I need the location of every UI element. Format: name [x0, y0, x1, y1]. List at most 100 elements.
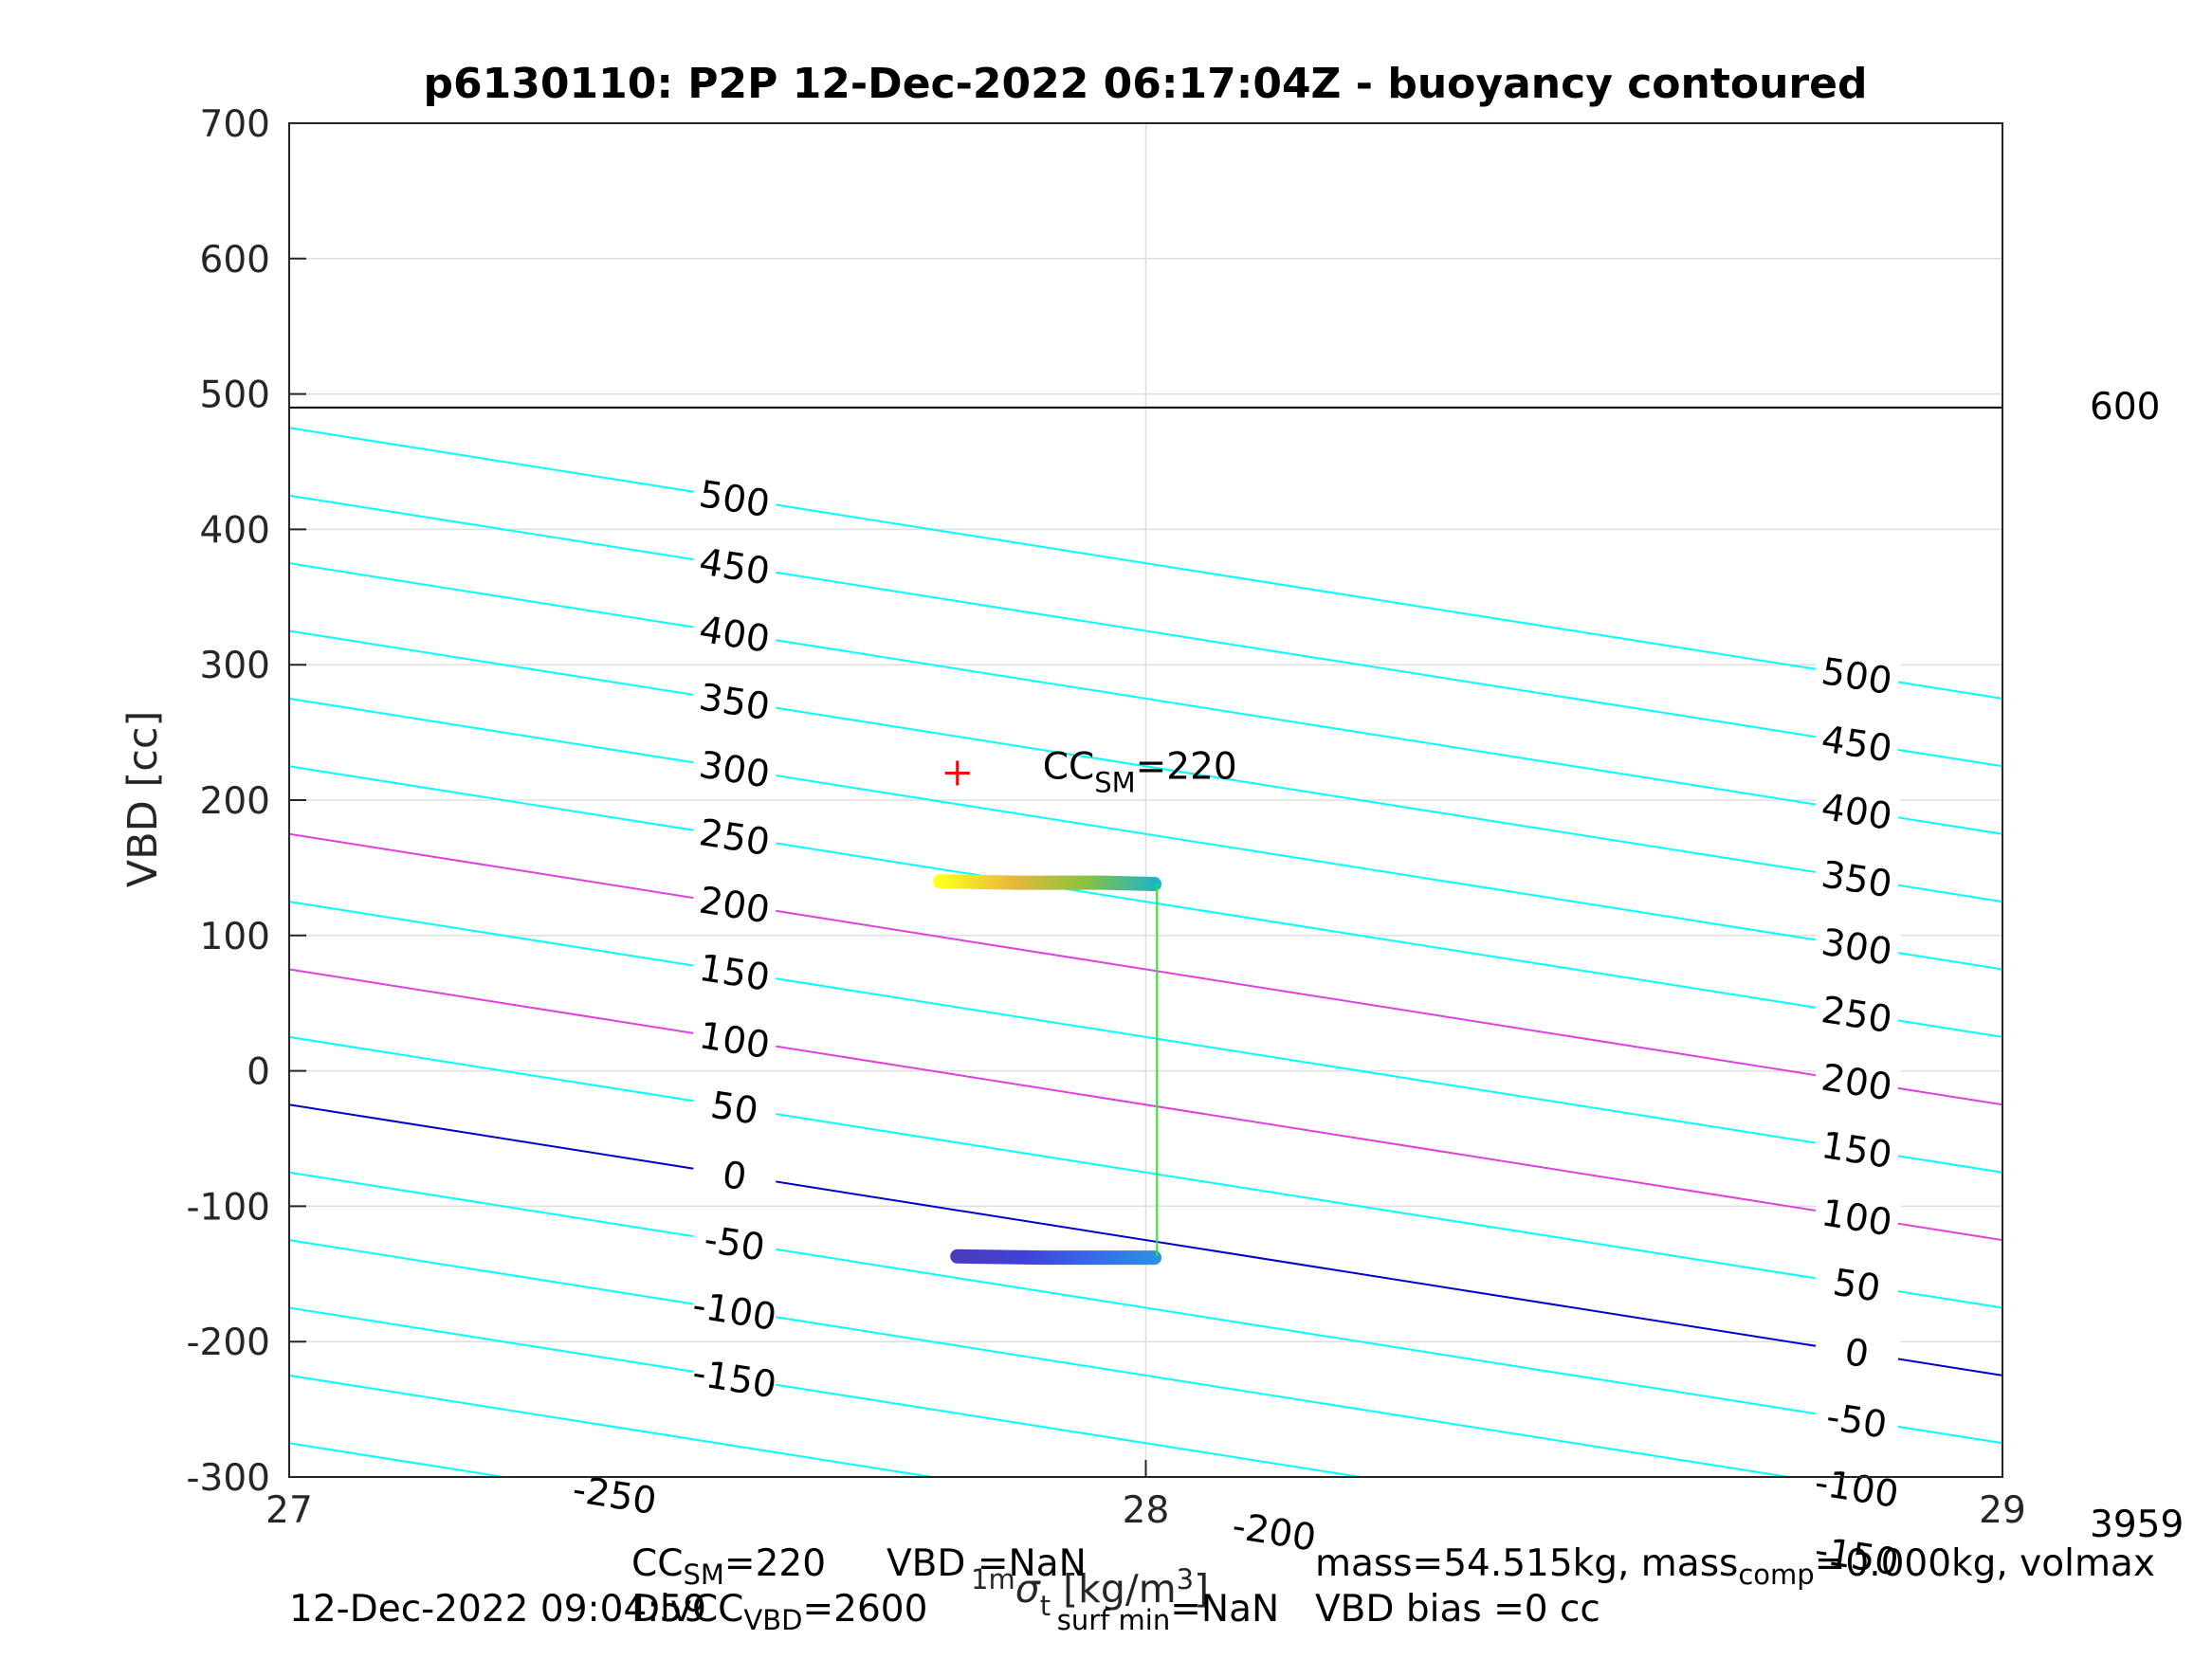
- footer-cc-sm-sub: SM: [683, 1558, 724, 1591]
- y-tick-label: -300: [186, 1457, 270, 1500]
- y-tick-label: -100: [186, 1186, 270, 1229]
- contour-line: [288, 629, 2003, 903]
- contour-line: [288, 1374, 932, 1478]
- contour-label-right: 450: [1812, 714, 1902, 773]
- contour-line: [288, 1035, 2003, 1309]
- contour-label-bg: [570, 1465, 660, 1524]
- contour-line: [288, 697, 2003, 971]
- contour-label-bg: [1812, 985, 1902, 1044]
- contour-label-bg: [1812, 917, 1902, 975]
- contour-label-bg: [689, 468, 780, 528]
- contour-label-bg: [1812, 1255, 1902, 1314]
- cc-sm-label-sub: SM: [1094, 766, 1135, 798]
- footer-cc-sm-main: CC: [631, 1542, 684, 1585]
- contour-line: [288, 765, 2003, 1038]
- contour-label-right: 500: [1812, 647, 1902, 705]
- y-tick-label: 500: [200, 374, 270, 417]
- contour-label-bg: [1812, 714, 1902, 773]
- contour-label-bg: [1812, 781, 1902, 840]
- contour-line: [288, 562, 2003, 835]
- y-tick-label: 400: [200, 509, 270, 552]
- footer-mass-sub: comp: [1738, 1558, 1815, 1591]
- footer-date: 12-Dec-2022 09:04:59: [289, 1588, 707, 1631]
- x-tick-label: 28: [1123, 1489, 1170, 1532]
- contour-label-bg: [1812, 1526, 1902, 1585]
- contour-label-bg: [689, 672, 780, 731]
- contour-label-bg: [689, 807, 780, 866]
- y-tick-label: 200: [200, 780, 270, 823]
- y-tick-label: -200: [186, 1322, 270, 1364]
- contour-label-bg: [1812, 1052, 1902, 1111]
- footer-mass-main: mass=54.515kg, mass: [1315, 1542, 1739, 1585]
- footer-mass: mass=54.515kg, masscomp=0.000kg, volmax: [1315, 1542, 2155, 1591]
- cc-sm-label: CCSM=220: [1043, 745, 1237, 798]
- contour-label-bg: [1812, 1458, 1902, 1517]
- contour-label-left: 350: [689, 672, 780, 731]
- contour-label-text: 50: [708, 1085, 761, 1134]
- contour-label-bg: [1812, 849, 1902, 908]
- contour-line: [288, 1306, 1361, 1478]
- contour-line: [288, 427, 2003, 700]
- contour-label-left: 0: [689, 1145, 780, 1205]
- contour-label-left: 450: [689, 537, 780, 595]
- contour-label-bg: [689, 1213, 780, 1272]
- contour-label-right: 350: [1812, 849, 1902, 908]
- contour-label-bg: [1812, 1323, 1902, 1382]
- footer-divcc-sub: VBD: [743, 1603, 803, 1636]
- right-label-top: 600: [2090, 386, 2160, 428]
- y-tick-label: 100: [200, 916, 270, 958]
- footer-vbd: VBD =NaN: [887, 1542, 1087, 1585]
- contour-label-right: 0: [1812, 1323, 1902, 1382]
- footer-divcc: DivCCVBD=2600: [631, 1588, 927, 1636]
- contour-label-bg: [689, 537, 780, 595]
- contour-label-bg: [689, 875, 780, 934]
- footer-cc-sm-value: =220: [723, 1542, 827, 1585]
- contour-label-left: -50: [689, 1213, 780, 1272]
- contour-label-right: -200: [1229, 1502, 1320, 1560]
- contour-label-text: 50: [1830, 1262, 1883, 1311]
- y-tick-label: 600: [200, 239, 270, 282]
- x-axis-label: 1mσt [kg/m3]: [971, 1563, 1209, 1622]
- cc-sm-label-main: CC: [1043, 745, 1094, 788]
- contour-label-right: -50: [1812, 1391, 1902, 1449]
- contour-label-bg: [1812, 1120, 1902, 1178]
- contour-line: [288, 494, 2003, 768]
- contour-label-text: -50: [702, 1218, 768, 1269]
- contour-label-bg: [1229, 1502, 1320, 1560]
- contour-lines: [288, 427, 2003, 1478]
- cc-sm-label-tail: =220: [1136, 745, 1237, 788]
- contour-label-right: 50: [1812, 1255, 1902, 1314]
- contour-label-bg: [689, 1281, 780, 1340]
- right-label-bottom: 3959: [2090, 1504, 2184, 1546]
- contour-label-bg: [689, 942, 780, 1001]
- footer-mass-value: =0.000kg, volmax: [1814, 1542, 2155, 1585]
- footer-vbd-bias: VBD bias =0 cc: [1315, 1588, 1600, 1631]
- chart-title: p6130110: P2P 12-Dec-2022 06:17:04Z - bu…: [424, 60, 1868, 108]
- contour-label-left: 500: [689, 468, 780, 528]
- contour-line: [288, 832, 2003, 1106]
- footer-divcc-value: =2600: [802, 1588, 928, 1631]
- contour-label-bg: [1812, 1391, 1902, 1449]
- footer-sigma-sub: surf min: [1056, 1603, 1171, 1636]
- y-axis-label: VBD [cc]: [119, 711, 167, 888]
- contour-label-left: 400: [689, 604, 780, 663]
- contour-label-right: -150: [1812, 1526, 1902, 1584]
- contour-label-bg: [1812, 647, 1902, 705]
- footer-divcc-main: DivCC: [631, 1588, 744, 1631]
- x-tick-label: 29: [1979, 1489, 2026, 1532]
- data-series: [933, 874, 1162, 1266]
- contour-label-left: 50: [689, 1078, 780, 1137]
- contour-line: [288, 1239, 1789, 1478]
- contour-line: [288, 901, 2003, 1174]
- contour-line: [288, 1103, 2003, 1376]
- contour-label-bg: [689, 604, 780, 663]
- footer-cc-sm: CCSM=220: [631, 1542, 826, 1591]
- contour-line: [288, 1442, 504, 1478]
- contour-line: [288, 1171, 2003, 1445]
- y-tick-label: 700: [200, 103, 270, 146]
- contour-label-bg: [689, 1349, 780, 1408]
- y-tick-label: 0: [247, 1051, 270, 1094]
- footer-sigma-surf: σsurf min=NaN: [1033, 1588, 1279, 1636]
